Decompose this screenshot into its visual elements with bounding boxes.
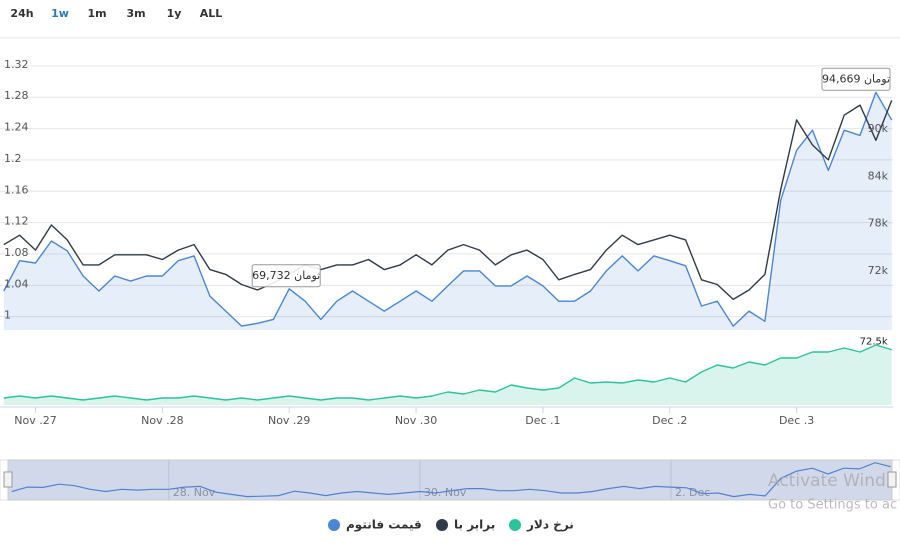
legend-label[interactable]: قیمت فانتوم: [346, 518, 422, 533]
y-tick-label: 1.28: [4, 89, 29, 102]
y-tick-label: 1.16: [4, 183, 29, 196]
y-tick-label: 1: [4, 309, 11, 322]
legend-marker[interactable]: [436, 519, 448, 531]
series-line: [3, 91, 893, 327]
range-button[interactable]: 1w: [51, 7, 69, 20]
watermark: Activate Wind: [768, 471, 886, 491]
range-button[interactable]: 1y: [167, 7, 182, 20]
y2-tick-label: 78k: [868, 217, 889, 230]
x-tick-label: Nov .27: [14, 414, 56, 427]
x-tick-label: Dec .2: [652, 414, 687, 427]
x-tick-label: Nov .30: [395, 414, 437, 427]
navigator-line: [11, 462, 891, 498]
y2-tick-label: 90k: [868, 122, 889, 135]
navigator-handle[interactable]: [887, 471, 897, 488]
watermark: Go to Settings to ac: [768, 498, 897, 513]
y-tick-label: 1.32: [4, 58, 29, 71]
annotation-label: 94,669 تومان: [822, 72, 890, 85]
navigator-mask: [7, 459, 893, 501]
legend-marker[interactable]: [328, 519, 340, 531]
y2-tick-label: 72k: [868, 264, 889, 277]
series-area: [3, 345, 892, 405]
range-button[interactable]: 3m: [126, 7, 145, 20]
y-tick-label: 1.2: [4, 152, 22, 165]
annotation-label: 69,732 تومان: [252, 269, 320, 282]
y-tick-label: 1.24: [4, 121, 29, 134]
annotation-box: [251, 264, 321, 288]
y2-tick-label: 84k: [868, 169, 889, 182]
y-tick-label: 1.08: [4, 246, 29, 259]
value-label: 72.5k: [860, 337, 888, 348]
series-area: [3, 92, 892, 330]
annotation-box: [821, 67, 891, 91]
navigator-handle[interactable]: [3, 471, 13, 488]
x-tick-label: Dec .3: [779, 414, 814, 427]
series-line: [3, 344, 892, 401]
range-button[interactable]: 24h: [10, 7, 33, 20]
navigator-tick-label: 28. Nov: [173, 486, 216, 499]
navigator-tick-label: 2. Dec: [675, 486, 710, 499]
y-tick-label: 1.12: [4, 215, 29, 228]
legend-label[interactable]: برابر با: [454, 518, 495, 532]
navigator-bg: [0, 459, 900, 501]
range-button[interactable]: ALL: [200, 7, 223, 20]
legend-marker[interactable]: [509, 519, 521, 531]
range-button[interactable]: 1m: [87, 7, 106, 20]
navigator-tick-label: 30. Nov: [424, 486, 467, 499]
legend-label[interactable]: نرخ دلار: [526, 518, 574, 532]
x-tick-label: Nov .29: [268, 414, 310, 427]
x-tick-label: Nov .28: [141, 414, 183, 427]
y-tick-label: 1.04: [4, 277, 29, 290]
series-line: [3, 100, 893, 301]
x-tick-label: Dec .1: [525, 414, 560, 427]
